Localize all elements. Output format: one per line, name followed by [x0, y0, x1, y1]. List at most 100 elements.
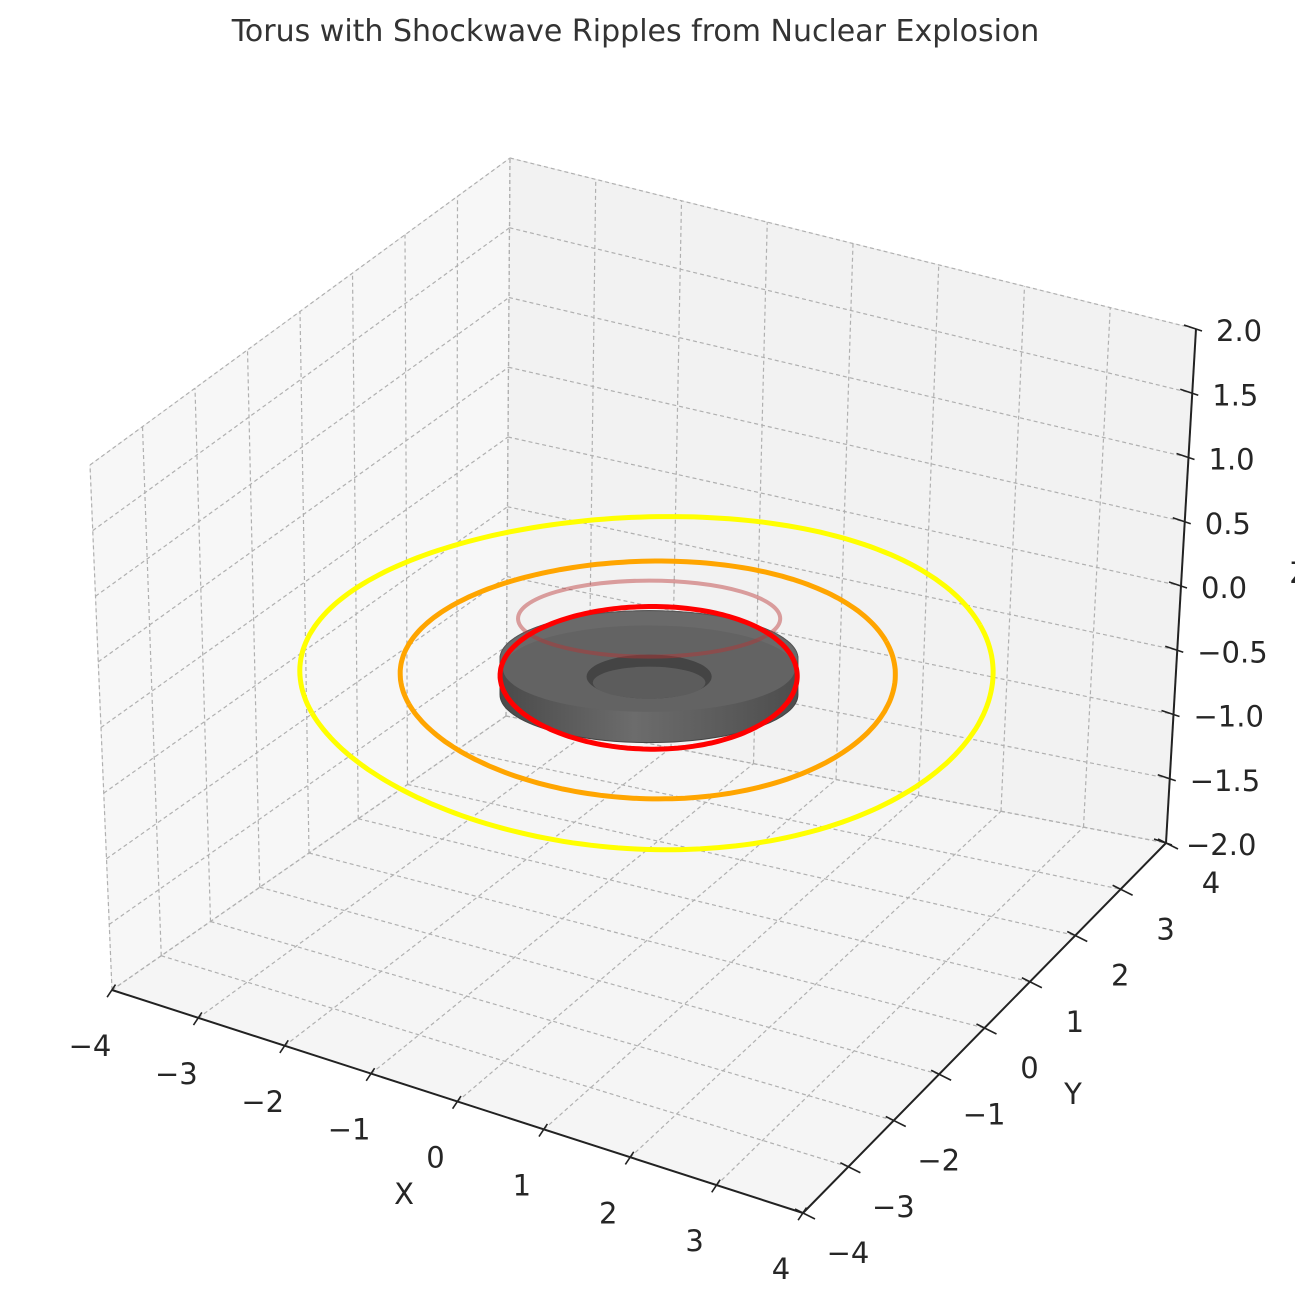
y-tick-label: −2 — [917, 1144, 960, 1178]
gridline-x-floor — [716, 826, 1084, 1186]
gridline-y-floor — [161, 955, 849, 1168]
z-tick — [1179, 388, 1199, 397]
z-tick — [1168, 581, 1188, 589]
gridline-y-floor — [407, 783, 1076, 937]
y-tick-label: 0 — [1020, 1051, 1038, 1085]
torus-surface — [499, 578, 799, 744]
z-tick-label: −1.5 — [1190, 764, 1260, 798]
z-tick — [1172, 516, 1192, 525]
z-tick-label: −0.5 — [1197, 635, 1267, 669]
gridline-y-floor — [358, 818, 1031, 983]
y-tick-label: −4 — [827, 1236, 870, 1270]
z-tick-label: 1.5 — [1212, 378, 1258, 412]
x-tick-label: 3 — [685, 1224, 703, 1258]
z-tick-label: 1.0 — [1209, 443, 1255, 477]
gridline-z-back — [508, 296, 1189, 459]
x-tick — [365, 1067, 376, 1082]
x-axis-label: X — [394, 1177, 414, 1211]
gridline-x-floor — [457, 779, 837, 1102]
ripple-ring-front-2 — [406, 640, 898, 802]
y-tick — [885, 1115, 907, 1128]
ripple-ring-back-3 — [297, 514, 983, 715]
gridline-y-floor — [259, 886, 940, 1075]
gridline-z-back — [507, 436, 1182, 587]
gridline-y-floor — [456, 749, 1121, 890]
x-tick — [624, 1151, 635, 1165]
x-tick-label: 0 — [426, 1141, 444, 1175]
y-tick — [1021, 977, 1043, 989]
z-tick-label: 0.5 — [1205, 507, 1251, 541]
gridline-y-left — [505, 157, 511, 717]
ripple-ring-back-2 — [397, 558, 889, 706]
y-axis-label: Y — [1063, 1077, 1082, 1111]
gridline-z-back — [507, 506, 1178, 651]
y-tick — [976, 1023, 997, 1035]
gridline-y-left — [404, 234, 409, 785]
gridline-z-left — [100, 436, 509, 728]
x-tick — [106, 984, 117, 998]
z-tick-label: −1.0 — [1194, 700, 1264, 734]
y-tick — [930, 1069, 952, 1081]
y-tick-label: 3 — [1156, 912, 1174, 946]
y-tick — [1112, 884, 1133, 896]
z-tick-label: 2.0 — [1216, 314, 1262, 348]
y-tick-label: 4 — [1202, 866, 1220, 900]
torus-ripple-overlay — [516, 578, 783, 659]
z-tick — [1183, 324, 1203, 332]
y-tick-label: −3 — [872, 1190, 915, 1224]
gridline-z-left — [92, 227, 510, 532]
ripple-ring-back-1 — [497, 604, 794, 696]
gridline-y-left — [194, 388, 212, 922]
z-tick-label: 0.0 — [1201, 571, 1247, 605]
gridline-z-left — [89, 157, 511, 466]
z-tick-label: −2.0 — [1186, 828, 1256, 862]
x-tick-label: −1 — [328, 1113, 371, 1147]
gridline-x-back — [1000, 286, 1026, 812]
x-tick-label: −3 — [155, 1057, 198, 1091]
gridline-y-left — [141, 426, 162, 956]
x-tick — [451, 1095, 462, 1110]
x-tick — [279, 1039, 289, 1054]
ripple-ring-front-1 — [503, 655, 800, 752]
gridline-y-floor — [308, 852, 985, 1029]
x-tick-label: 4 — [772, 1252, 790, 1286]
z-tick — [1157, 773, 1177, 782]
gridline-y-left — [299, 311, 310, 854]
x-tick — [797, 1207, 808, 1221]
gridline-z-left — [95, 297, 510, 597]
x-tick — [711, 1179, 721, 1193]
gridline-z-left — [108, 645, 507, 925]
x-tick-label: −2 — [241, 1085, 284, 1119]
x-tick-label: 2 — [599, 1196, 617, 1230]
x-tick-label: −4 — [69, 1029, 112, 1063]
ripple-ring-front-3 — [309, 624, 996, 853]
torus-hole-inner — [592, 666, 706, 699]
z-tick — [1153, 838, 1173, 846]
gridline-z-back — [509, 157, 1197, 330]
x-tick — [192, 1012, 203, 1026]
z-tick — [1161, 709, 1180, 718]
gridline-x-back — [752, 222, 768, 764]
x-tick — [538, 1123, 549, 1138]
gridline-z-left — [97, 366, 509, 663]
gridline-y-left — [246, 349, 261, 888]
z-tick — [1176, 452, 1195, 461]
chart-title: Torus with Shockwave Ripples from Nuclea… — [231, 14, 1040, 49]
y-tick — [794, 1208, 816, 1220]
gridline-z-back — [509, 227, 1193, 394]
y-tick-label: −1 — [963, 1097, 1006, 1131]
gridline-z-left — [106, 576, 508, 860]
z-tick — [1164, 645, 1184, 654]
gridline-z-left — [111, 715, 507, 991]
y-tick — [840, 1162, 861, 1174]
x-tick-label: 1 — [513, 1168, 531, 1202]
z-axis-label: Z — [1290, 556, 1295, 590]
y-tick-label: 1 — [1066, 1005, 1084, 1039]
y-tick-label: 2 — [1111, 959, 1129, 993]
gridline-x-back — [917, 264, 940, 796]
y-tick — [1066, 930, 1088, 943]
gridline-x-floor — [629, 810, 1002, 1158]
gridline-z-back — [508, 366, 1185, 523]
